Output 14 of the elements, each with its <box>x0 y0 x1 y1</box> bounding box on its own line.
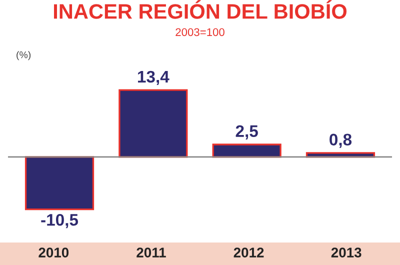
data-label: 2,5 <box>236 125 258 140</box>
x-tick-label: 2010 <box>38 248 69 258</box>
bar <box>212 144 282 158</box>
data-label: -10,5 <box>41 214 78 228</box>
y-axis-title: (%) <box>16 51 31 60</box>
x-tick-label: 2011 <box>136 248 166 258</box>
x-tick-label: 2012 <box>234 248 264 258</box>
chart-subtitle: 2003=100 <box>176 28 224 36</box>
bar <box>24 156 94 210</box>
bar <box>118 89 188 158</box>
chart-title: INACER REGIÓN DEL BIOBÍO <box>54 0 347 19</box>
x-tick-label: 2013 <box>331 248 362 258</box>
data-label: 0,8 <box>330 134 352 148</box>
data-label: 13,4 <box>138 70 170 86</box>
